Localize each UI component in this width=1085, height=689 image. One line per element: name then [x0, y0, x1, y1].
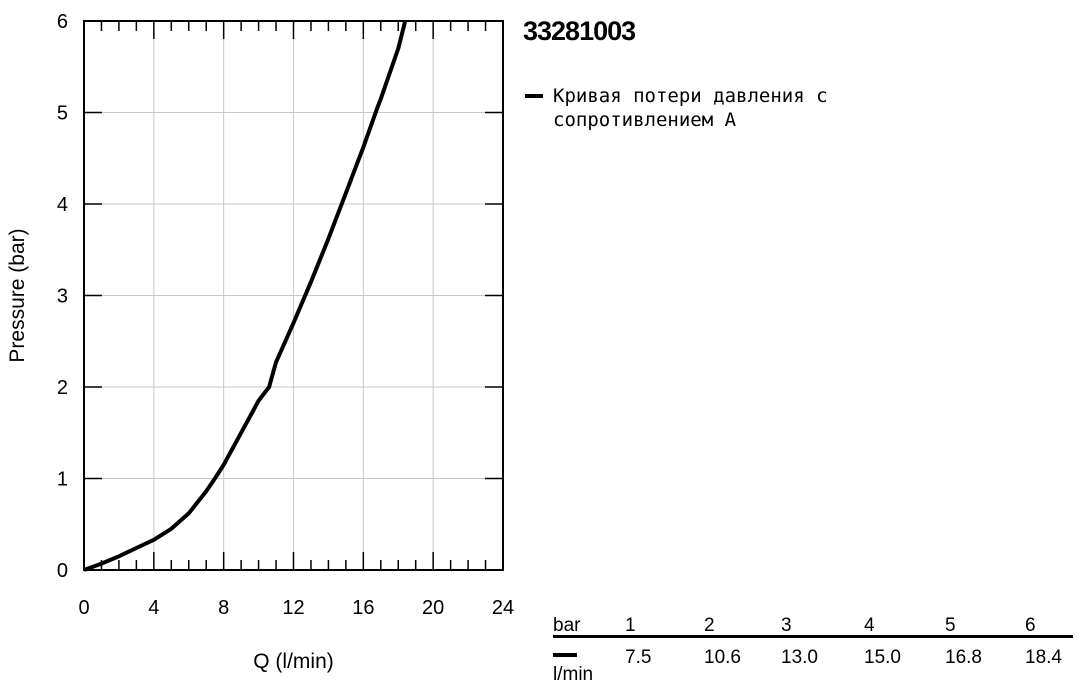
- table-flow-cell: 16.8: [945, 647, 982, 668]
- grid: [84, 21, 503, 570]
- pressure-flow-table: bar l/min 1 2 3 4 5 6 7.5 10.6 13.0 15.0…: [553, 612, 1073, 689]
- model-number: 33281003: [523, 16, 636, 46]
- x-tick-label: 0: [78, 597, 89, 619]
- x-tick-label: 16: [352, 597, 374, 619]
- table-pressure-cell: 1: [625, 615, 636, 636]
- table-unit-bar: bar: [553, 615, 581, 636]
- legend-label: Кривая потери давления с сопротивлением …: [553, 85, 828, 131]
- table-unit-flow: l/min: [553, 664, 594, 685]
- x-axis-label: Q (l/min): [253, 650, 334, 673]
- table-pressure-cell: 2: [704, 615, 715, 636]
- table-pressure-cell: 4: [864, 615, 875, 636]
- y-tick-label: 0: [57, 560, 68, 582]
- table-flow-cell: 13.0: [781, 647, 818, 668]
- series-line: [83, 20, 408, 572]
- y-axis-label: Pressure (bar): [6, 228, 29, 362]
- x-tick-label: 20: [422, 597, 444, 619]
- table-pressure-cell: 5: [945, 615, 956, 636]
- y-tick-label: 4: [57, 194, 68, 216]
- table-flow-cell: 7.5: [625, 647, 652, 668]
- y-tick-label: 5: [57, 103, 68, 125]
- legend-swatch: [525, 94, 543, 98]
- table-flow-cell: 10.6: [704, 647, 741, 668]
- table-pressure-cell: 3: [781, 615, 792, 636]
- table-flow-cell: 15.0: [864, 647, 901, 668]
- y-tick-label: 2: [57, 377, 68, 399]
- table-series-swatch: [553, 653, 577, 657]
- table-pressure-cell: 6: [1025, 615, 1036, 636]
- x-tick-label: 12: [282, 597, 304, 619]
- y-tick-label: 6: [57, 11, 68, 33]
- plot-frame: [83, 20, 504, 571]
- table-flow-cell: 18.4: [1025, 647, 1062, 668]
- x-tick-label: 24: [492, 597, 514, 619]
- y-tick-label: 3: [57, 286, 68, 308]
- x-tick-label: 8: [218, 597, 229, 619]
- x-tick-label: 4: [148, 597, 159, 619]
- table-rule: [553, 635, 1073, 638]
- y-tick-label: 1: [57, 469, 68, 491]
